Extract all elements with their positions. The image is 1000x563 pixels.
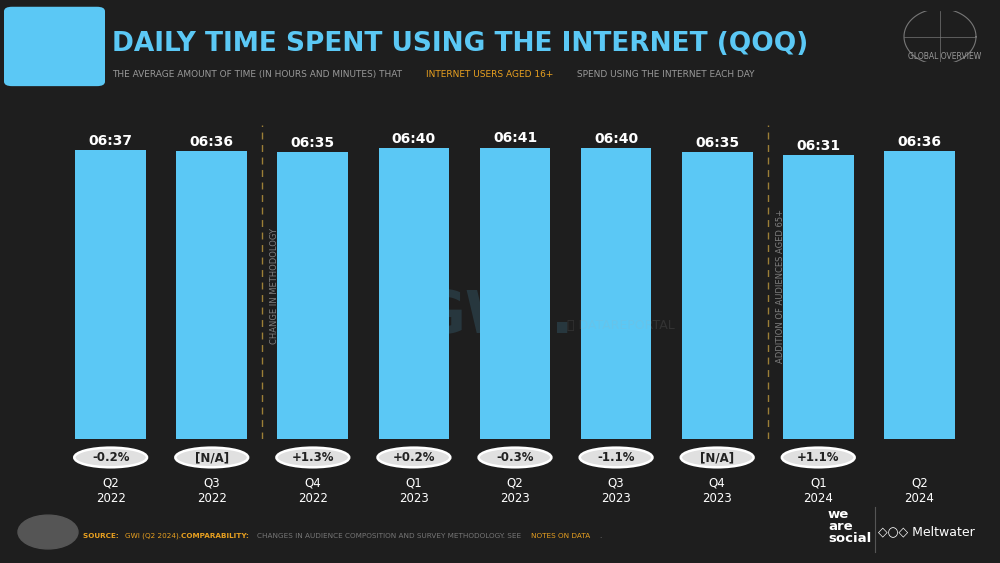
Text: Q1
2023: Q1 2023 <box>399 476 429 505</box>
Text: 06:37: 06:37 <box>89 134 133 148</box>
Text: -0.3%: -0.3% <box>496 451 534 464</box>
Text: Q2
2024: Q2 2024 <box>904 476 934 505</box>
Bar <box>480 148 550 439</box>
Text: +1.1%: +1.1% <box>797 451 840 464</box>
Text: SPEND USING THE INTERNET EACH DAY: SPEND USING THE INTERNET EACH DAY <box>574 70 755 79</box>
Text: 47: 47 <box>40 527 56 537</box>
Text: 06:35: 06:35 <box>695 136 739 150</box>
Text: we
are
social: we are social <box>828 508 871 545</box>
Text: DAILY TIME SPENT USING THE INTERNET (QOQ): DAILY TIME SPENT USING THE INTERNET (QOQ… <box>112 31 808 57</box>
Text: Q3
2023: Q3 2023 <box>601 476 631 505</box>
Text: 06:40: 06:40 <box>594 132 638 146</box>
Text: 06:31: 06:31 <box>796 138 840 153</box>
Bar <box>379 148 449 439</box>
Text: GLOBAL OVERVIEW: GLOBAL OVERVIEW <box>908 52 982 61</box>
Text: ADDITION OF AUDIENCES AGED 65+: ADDITION OF AUDIENCES AGED 65+ <box>776 209 785 364</box>
Text: 06:40: 06:40 <box>392 132 436 146</box>
Text: [N/A]: [N/A] <box>195 451 229 464</box>
Text: NOTES ON DATA: NOTES ON DATA <box>531 533 590 539</box>
Ellipse shape <box>782 448 855 467</box>
Text: ⓓ DATAREPORTAL: ⓓ DATAREPORTAL <box>567 319 675 332</box>
Text: 06:35: 06:35 <box>291 136 335 150</box>
Text: [N/A]: [N/A] <box>700 451 734 464</box>
Ellipse shape <box>175 448 248 467</box>
Ellipse shape <box>74 448 147 467</box>
Text: 06:36: 06:36 <box>190 135 234 149</box>
Text: GWI.: GWI. <box>417 288 573 346</box>
Ellipse shape <box>378 448 450 467</box>
Text: -0.2%: -0.2% <box>92 451 129 464</box>
Text: COMPARABILITY:: COMPARABILITY: <box>181 533 251 539</box>
Bar <box>75 150 146 439</box>
Text: GWI (Q2 2024).: GWI (Q2 2024). <box>125 533 183 539</box>
Text: Q3
2022: Q3 2022 <box>197 476 227 505</box>
Text: OCT: OCT <box>31 24 78 44</box>
Bar <box>884 151 955 439</box>
Text: 06:41: 06:41 <box>493 131 537 145</box>
Text: CHANGES IN AUDIENCE COMPOSITION AND SURVEY METHODOLOGY. SEE: CHANGES IN AUDIENCE COMPOSITION AND SURV… <box>257 533 523 539</box>
Text: 06:36: 06:36 <box>897 135 941 149</box>
Text: ◇○◇ Meltwater: ◇○◇ Meltwater <box>878 525 975 539</box>
Bar <box>277 152 348 439</box>
Text: +0.2%: +0.2% <box>393 451 435 464</box>
Bar <box>682 152 753 439</box>
Bar <box>783 155 854 439</box>
Text: +1.3%: +1.3% <box>292 451 334 464</box>
Text: Q4
2022: Q4 2022 <box>298 476 328 505</box>
Text: .: . <box>599 533 601 539</box>
Text: CHANGE IN METHODOLOGY: CHANGE IN METHODOLOGY <box>270 229 279 345</box>
Ellipse shape <box>681 448 754 467</box>
Bar <box>581 148 651 439</box>
Ellipse shape <box>479 448 551 467</box>
Text: Q4
2023: Q4 2023 <box>702 476 732 505</box>
Text: Q2
2022: Q2 2022 <box>96 476 126 505</box>
Text: Q2
2023: Q2 2023 <box>500 476 530 505</box>
Text: Q1
2024: Q1 2024 <box>803 476 833 505</box>
Text: -1.1%: -1.1% <box>597 451 635 464</box>
Text: INTERNET USERS AGED 16+: INTERNET USERS AGED 16+ <box>426 70 553 79</box>
Bar <box>176 151 247 439</box>
Text: SOURCE:: SOURCE: <box>83 533 121 539</box>
Ellipse shape <box>276 448 349 467</box>
Text: 2024: 2024 <box>26 52 84 72</box>
Text: THE AVERAGE AMOUNT OF TIME (IN HOURS AND MINUTES) THAT: THE AVERAGE AMOUNT OF TIME (IN HOURS AND… <box>112 70 405 79</box>
Ellipse shape <box>580 448 652 467</box>
